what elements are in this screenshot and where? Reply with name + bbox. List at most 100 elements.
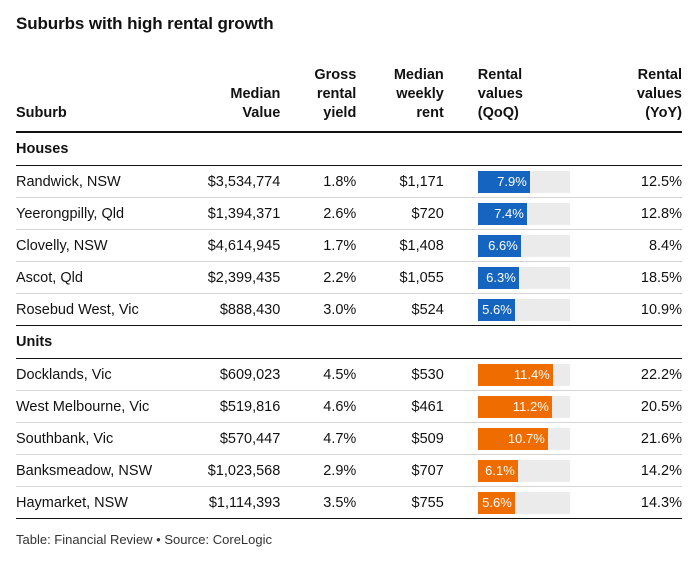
column-header-line: Rental: [637, 67, 682, 83]
qoq-bar-track: 11.4%: [477, 363, 570, 386]
cell-qoq: 11.2%: [443, 390, 600, 423]
cell-yoy: 20.5%: [599, 390, 682, 423]
column-header-suburb: Suburb: [16, 66, 186, 133]
qoq-bar-label: 11.4%: [513, 366, 550, 382]
cell-weekly-rent: $1,171: [356, 165, 444, 198]
cell-qoq: 5.6%: [443, 486, 600, 519]
group-label: Units: [16, 325, 682, 359]
cell-median-value: $1,394,371: [185, 197, 281, 230]
column-header-qoq: Rental values (QoQ): [443, 66, 600, 133]
cell-suburb: Clovelly, NSW: [16, 229, 186, 262]
cell-suburb: West Melbourne, Vic: [16, 390, 186, 423]
table-row: West Melbourne, Vic $519,816 4.6% $461 11.2%…: [16, 390, 682, 423]
table-row: Haymarket, NSW $1,114,393 3.5% $755 5.6% 14.3…: [16, 486, 682, 519]
cell-qoq: 5.6%: [443, 293, 600, 326]
qoq-bar: 6.1%: [477, 459, 518, 482]
cell-qoq: 6.3%: [443, 261, 600, 294]
cell-gross-yield: 4.6%: [280, 390, 357, 423]
cell-weekly-rent: $1,408: [356, 229, 444, 262]
cell-weekly-rent: $755: [356, 486, 444, 519]
cell-qoq: 7.4%: [443, 197, 600, 230]
qoq-bar-track: 10.7%: [477, 427, 570, 450]
column-header-median-value: Median Value: [185, 66, 281, 133]
qoq-bar-track: 6.3%: [477, 266, 570, 289]
cell-yoy: 18.5%: [599, 261, 682, 294]
qoq-bar-label: 10.7%: [507, 430, 545, 446]
cell-weekly-rent: $707: [356, 454, 444, 487]
cell-median-value: $4,614,945: [185, 229, 281, 262]
cell-qoq: 11.4%: [443, 358, 600, 391]
cell-suburb: Haymarket, NSW: [16, 486, 186, 519]
cell-yoy: 10.9%: [599, 293, 682, 326]
qoq-bar-track: 6.1%: [477, 459, 570, 482]
cell-median-value: $3,534,774: [185, 165, 281, 198]
qoq-bar: 6.6%: [477, 234, 521, 257]
cell-median-value: $519,816: [185, 390, 281, 423]
qoq-bar-track: 5.6%: [477, 298, 570, 321]
table-row: Docklands, Vic $609,023 4.5% $530 11.4% 22.2%: [16, 358, 682, 391]
qoq-bar-track: 7.9%: [477, 170, 570, 193]
header-row: Suburb Median Value Gross rental yield Medi…: [16, 66, 682, 133]
cell-yoy: 14.3%: [599, 486, 682, 519]
cell-gross-yield: 3.0%: [280, 293, 357, 326]
qoq-bar-label: 7.4%: [494, 205, 524, 221]
cell-gross-yield: 4.5%: [280, 358, 357, 391]
column-header-weekly-rent: Median weekly rent: [356, 66, 444, 133]
column-header-line: Median: [393, 67, 444, 83]
cell-gross-yield: 2.2%: [280, 261, 357, 294]
column-header-line: rent: [416, 105, 444, 121]
column-header-line: values: [477, 86, 523, 102]
cell-qoq: 7.9%: [443, 165, 600, 198]
group-header-row: Houses: [16, 132, 682, 166]
cell-suburb: Docklands, Vic: [16, 358, 186, 391]
cell-qoq: 6.1%: [443, 454, 600, 487]
cell-median-value: $570,447: [185, 422, 281, 455]
column-header-line: Gross: [314, 67, 357, 83]
cell-gross-yield: 2.6%: [280, 197, 357, 230]
qoq-bar: 11.4%: [477, 363, 553, 386]
qoq-bar-track: 11.2%: [477, 395, 570, 418]
cell-weekly-rent: $461: [356, 390, 444, 423]
qoq-bar-track: 5.6%: [477, 491, 570, 514]
source-footer: Table: Financial Review • Source: CoreLo…: [16, 532, 273, 547]
group-label: Houses: [16, 132, 682, 166]
cell-gross-yield: 3.5%: [280, 486, 357, 519]
table-row: Rosebud West, Vic $888,430 3.0% $524 5.6% 10.…: [16, 293, 682, 326]
qoq-bar-label: 7.9%: [497, 173, 527, 189]
qoq-bar-label: 5.6%: [482, 494, 512, 510]
cell-median-value: $1,023,568: [185, 454, 281, 487]
cell-gross-yield: 4.7%: [280, 422, 357, 455]
cell-yoy: 21.6%: [599, 422, 682, 455]
column-header-line: Rental: [477, 67, 523, 83]
cell-median-value: $888,430: [185, 293, 281, 326]
table-row: Banksmeadow, NSW $1,023,568 2.9% $707 6.1% 14…: [16, 454, 682, 487]
cell-qoq: 10.7%: [443, 422, 600, 455]
cell-suburb: Southbank, Vic: [16, 422, 186, 455]
column-header-line: yield: [323, 105, 357, 121]
group-header-row: Units: [16, 325, 682, 359]
qoq-bar-track: 6.6%: [477, 234, 570, 257]
cell-weekly-rent: $720: [356, 197, 444, 230]
column-header-line: weekly: [396, 86, 444, 102]
column-header-line: (QoQ): [477, 105, 519, 121]
cell-suburb: Rosebud West, Vic: [16, 293, 186, 326]
cell-median-value: $609,023: [185, 358, 281, 391]
column-header-line: Value: [242, 105, 281, 121]
qoq-bar-label: 5.6%: [482, 301, 512, 317]
cell-median-value: $2,399,435: [185, 261, 281, 294]
qoq-bar-label: 11.2%: [512, 398, 549, 414]
chart-title: Suburbs with high rental growth: [16, 14, 274, 33]
qoq-bar-label: 6.6%: [488, 237, 518, 253]
cell-yoy: 14.2%: [599, 454, 682, 487]
cell-weekly-rent: $530: [356, 358, 444, 391]
qoq-bar: 6.3%: [477, 266, 519, 289]
cell-median-value: $1,114,393: [185, 486, 281, 519]
table-row: Ascot, Qld $2,399,435 2.2% $1,055 6.3% 18.5%: [16, 261, 682, 294]
cell-qoq: 6.6%: [443, 229, 600, 262]
qoq-bar-track: 7.4%: [477, 202, 570, 225]
cell-suburb: Ascot, Qld: [16, 261, 186, 294]
table-row: Southbank, Vic $570,447 4.7% $509 10.7% 21.6%: [16, 422, 682, 455]
cell-suburb: Banksmeadow, NSW: [16, 454, 186, 487]
cell-yoy: 8.4%: [599, 229, 682, 262]
cell-yoy: 22.2%: [599, 358, 682, 391]
